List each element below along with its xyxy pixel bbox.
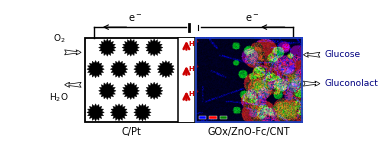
Polygon shape — [87, 61, 104, 78]
Polygon shape — [146, 39, 163, 56]
Text: e$^-$: e$^-$ — [245, 13, 260, 24]
Polygon shape — [122, 82, 139, 99]
Text: Gluconolactone: Gluconolactone — [324, 79, 378, 88]
Polygon shape — [87, 104, 104, 121]
Bar — [85, 38, 302, 122]
Polygon shape — [134, 104, 151, 121]
Polygon shape — [134, 61, 151, 78]
Bar — [209, 116, 217, 119]
Text: H$^+$: H$^+$ — [188, 39, 200, 49]
Bar — [199, 116, 206, 119]
Text: C/Pt: C/Pt — [122, 127, 141, 137]
Polygon shape — [99, 82, 116, 99]
Polygon shape — [99, 39, 116, 56]
Bar — [220, 116, 227, 119]
Polygon shape — [157, 61, 175, 78]
Polygon shape — [146, 82, 163, 99]
Polygon shape — [122, 39, 139, 56]
Text: O$_2$: O$_2$ — [53, 33, 65, 45]
Polygon shape — [110, 61, 128, 78]
Polygon shape — [110, 104, 128, 121]
Text: H$^+$: H$^+$ — [188, 64, 200, 74]
Text: e$^-$: e$^-$ — [128, 13, 143, 24]
Text: H$^+$: H$^+$ — [188, 89, 200, 99]
Bar — [178, 38, 195, 122]
Text: H$_2$O: H$_2$O — [49, 92, 69, 105]
Text: Glucose: Glucose — [324, 50, 360, 59]
Text: GOx/ZnO-Fc/CNT: GOx/ZnO-Fc/CNT — [208, 127, 290, 137]
